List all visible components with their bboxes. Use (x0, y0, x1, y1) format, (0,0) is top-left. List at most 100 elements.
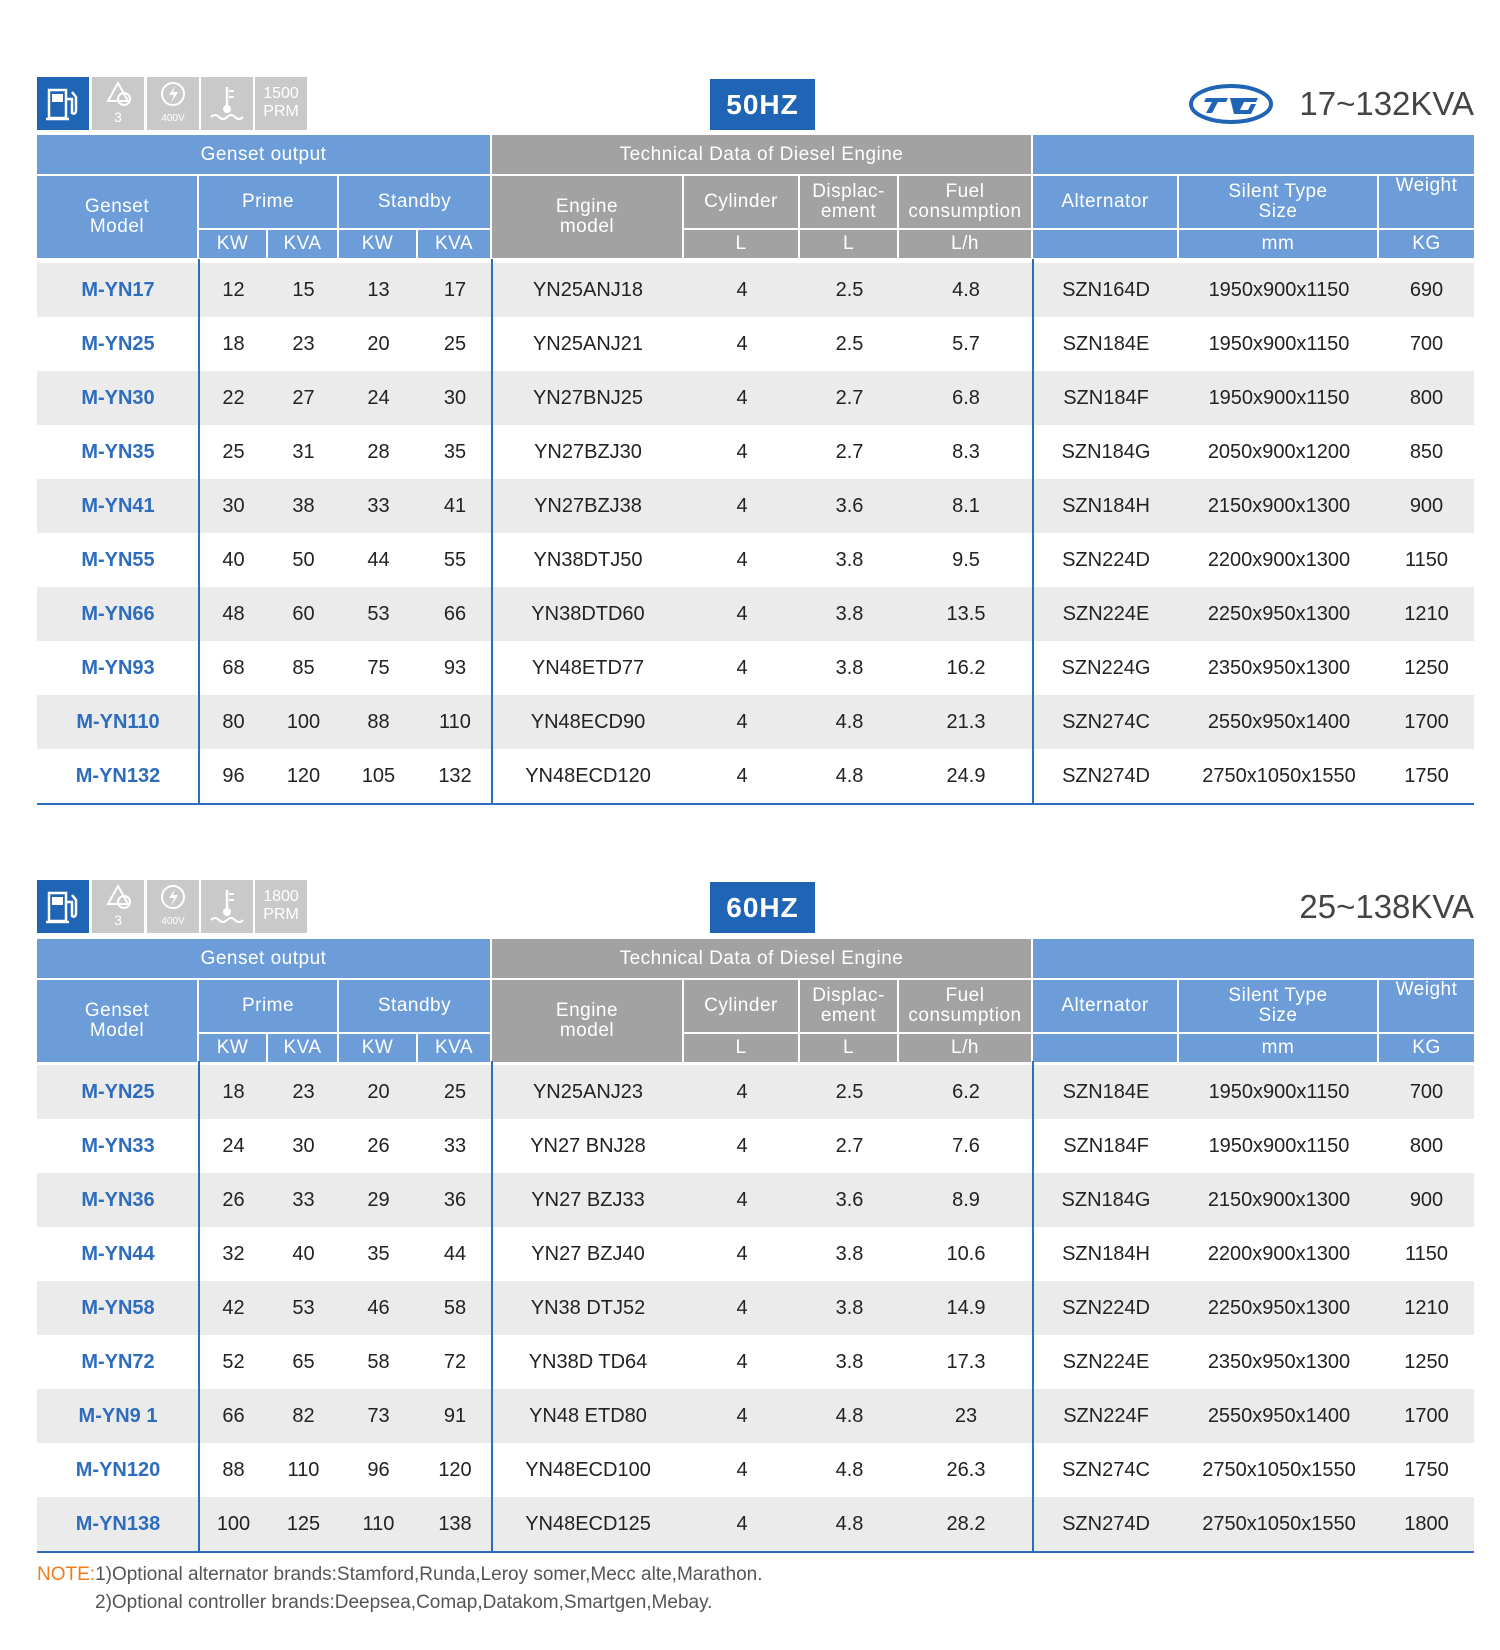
table-cell: 1950x900x1150 (1208, 332, 1350, 355)
table-cell: 850 (1409, 440, 1444, 463)
table-cell: 23 (292, 332, 315, 355)
phase-label: 3 (114, 109, 122, 125)
group-header (1033, 939, 1474, 980)
table-cell: 72 (443, 1350, 467, 1373)
column-divider (491, 259, 493, 803)
table-cell: 16.2 (946, 656, 986, 679)
table-cell: SZN184E (1062, 332, 1150, 355)
group-header: Genset output (37, 939, 492, 980)
table-cell: 17 (443, 278, 467, 301)
table-cell: 53 (367, 602, 390, 625)
column-header: Alternator (1033, 176, 1179, 230)
unit-header: L/h (899, 1034, 1033, 1064)
model-cell: M-YN66 (81, 602, 155, 625)
table-cell: 40 (222, 548, 245, 571)
table-cell: 96 (222, 764, 245, 787)
table-cell: 24 (222, 1134, 245, 1157)
model-cell: M-YN138 (75, 1512, 161, 1535)
unit-header: KVA (418, 230, 492, 260)
column-header: Engine model (492, 980, 684, 1064)
table-cell: 4 (736, 278, 748, 301)
column-divider (1032, 1061, 1034, 1551)
icon-graphic (92, 77, 144, 114)
column-header: Displac- ement (800, 980, 899, 1034)
note-label: NOTE: (37, 1564, 96, 1585)
table-cell: 2.7 (835, 440, 864, 463)
table-cell: 33 (367, 494, 390, 517)
table-cell: YN48 ETD80 (529, 1404, 647, 1427)
table-cell: 35 (443, 440, 467, 463)
table-cell: 900 (1409, 1188, 1444, 1211)
table-cell: 30 (443, 386, 467, 409)
table-cell: 1950x900x1150 (1208, 386, 1350, 409)
model-cell: M-YN120 (75, 1458, 161, 1481)
table-cell: 1700 (1404, 710, 1449, 733)
unit-header (1033, 1034, 1179, 1064)
column-header: Fuel consumption (899, 980, 1033, 1034)
model-cell: M-YN25 (81, 1080, 155, 1103)
table-cell: 40 (292, 1242, 315, 1265)
table-cell: 24.9 (946, 764, 986, 787)
spec-icon (255, 77, 307, 130)
table-bottom-rule (37, 803, 1474, 805)
table-cell: 4.8 (835, 1512, 864, 1535)
table-row (37, 371, 1474, 425)
table-cell: 33 (443, 1134, 467, 1157)
unit-header (1033, 230, 1179, 260)
table-cell: 36 (443, 1188, 467, 1211)
table-cell: 26 (367, 1134, 390, 1157)
table-cell: 1750 (1404, 1458, 1449, 1481)
column-header: Standby (339, 176, 492, 230)
power-range: 25~138KVA (1299, 888, 1474, 925)
spec-icon (147, 77, 199, 130)
icon-graphic (201, 77, 253, 133)
table-cell: 4.8 (835, 710, 864, 733)
icon-graphic (37, 880, 89, 936)
model-cell: M-YN36 (81, 1188, 155, 1211)
table-cell: YN48ETD77 (531, 656, 645, 679)
table-cell: 24 (367, 386, 390, 409)
table-cell: 15 (292, 278, 315, 301)
table-cell: 31 (292, 440, 315, 463)
table-cell: 28 (367, 440, 390, 463)
column-header: Silent Type Size (1179, 176, 1379, 230)
table-cell: YN48ECD125 (525, 1512, 651, 1535)
table-cell: 73 (367, 1404, 390, 1427)
table-cell: 4 (736, 1350, 748, 1373)
column-header: Cylinder (684, 176, 800, 230)
model-cell: M-YN110 (76, 710, 160, 733)
group-header: Technical Data of Diesel Engine (492, 939, 1033, 980)
table-cell: 23 (292, 1080, 315, 1103)
table-cell: 1950x900x1150 (1208, 1134, 1350, 1157)
unit-header: L (684, 230, 800, 260)
table-cell: 4 (736, 440, 748, 463)
table-cell: 28.2 (946, 1512, 986, 1535)
table-row (37, 1119, 1474, 1173)
table-bottom-rule (37, 1551, 1474, 1553)
note-line: NOTE:1)Optional alternator brands:Stamfo… (37, 1564, 763, 1586)
table-cell: 13 (367, 278, 390, 301)
model-cell: M-YN41 (81, 494, 155, 517)
table-cell: 20 (367, 332, 390, 355)
table-row (37, 587, 1474, 641)
table-cell: 4 (736, 1188, 748, 1211)
table-cell: 18 (222, 1080, 245, 1103)
table-cell: 4 (736, 1134, 748, 1157)
table-cell: 4 (736, 764, 748, 787)
table-cell: 26 (222, 1188, 245, 1211)
table-cell: 125 (286, 1512, 321, 1535)
table-cell: 1210 (1404, 1296, 1449, 1319)
table-cell: 700 (1409, 332, 1444, 355)
table-cell: SZN184G (1061, 440, 1151, 463)
column-header: Prime (199, 980, 339, 1034)
table-cell: 33 (292, 1188, 315, 1211)
speed-unit: PRM (263, 103, 299, 120)
table-cell: 2.5 (835, 1080, 864, 1103)
speed-unit: PRM (263, 906, 299, 923)
table-cell: 110 (362, 1512, 395, 1535)
table-cell: 46 (367, 1296, 390, 1319)
table-cell: SZN224D (1062, 1296, 1150, 1319)
unit-header: L (800, 1034, 899, 1064)
table-cell: 27 (292, 386, 315, 409)
table-cell: YN48ECD120 (525, 764, 651, 787)
